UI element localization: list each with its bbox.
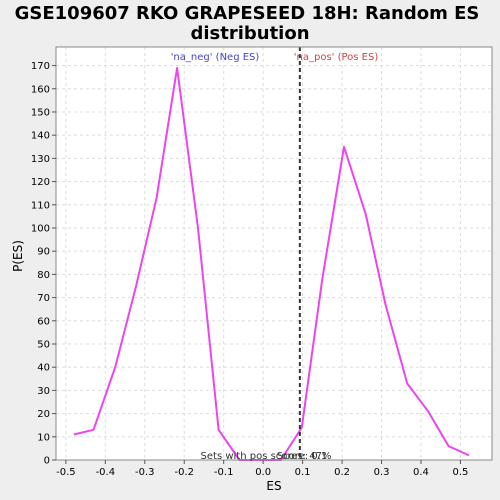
- x-axis-label: ES: [266, 479, 281, 493]
- chart-title-line1: GSE109607 RKO GRAPESEED 18H: Random ES: [15, 3, 480, 24]
- y-tick-label: 90: [37, 247, 50, 258]
- y-tick-label: 10: [37, 432, 50, 443]
- y-tick-label: 40: [37, 363, 50, 374]
- y-tick-label: 20: [37, 409, 50, 420]
- x-tick-label: 0.2: [334, 467, 350, 478]
- y-tick-label: 140: [31, 131, 50, 142]
- y-tick-label: 70: [37, 293, 50, 304]
- x-tick-label: -0.3: [135, 467, 155, 478]
- gridlines: [56, 47, 492, 461]
- chart-title-line2: distribution: [190, 23, 309, 44]
- x-tick-label: -0.5: [56, 467, 76, 478]
- y-tick-label: 170: [31, 61, 50, 72]
- footer-label: Sets with pos scores: 47%: [201, 451, 332, 462]
- x-tick-label: 0.3: [374, 467, 390, 478]
- x-tick-label: 0.5: [452, 467, 468, 478]
- y-tick-label: 150: [31, 107, 50, 118]
- y-axis-label: P(ES): [11, 240, 25, 272]
- y-tick-label: 0: [44, 456, 50, 467]
- x-axis-ticks: -0.5 -0.4 -0.3 -0.2 -0.1 0.0 0.1 0.2 0.3 0.4 0.5: [56, 460, 468, 478]
- y-tick-label: 100: [31, 223, 50, 234]
- x-tick-label: -0.4: [96, 467, 116, 478]
- score-label: Score: 0.1: [277, 451, 327, 462]
- x-tick-label: 0.1: [295, 467, 311, 478]
- y-tick-label: 120: [31, 177, 50, 188]
- plot-frame: [55, 46, 493, 461]
- x-tick-label: -0.2: [174, 467, 194, 478]
- y-tick-label: 30: [37, 386, 50, 397]
- x-tick-label: 0.4: [413, 467, 429, 478]
- y-tick-label: 80: [37, 270, 50, 281]
- y-tick-label: 50: [37, 339, 50, 350]
- y-tick-label: 110: [31, 200, 50, 211]
- y-tick-label: 130: [31, 154, 50, 165]
- x-tick-label: -0.1: [214, 467, 234, 478]
- y-tick-label: 160: [31, 84, 50, 95]
- pos-es-label: 'na_pos' (Pos ES): [294, 52, 379, 63]
- plot-area: [56, 47, 492, 460]
- neg-es-label: 'na_neg' (Neg ES): [171, 52, 260, 63]
- y-axis-ticks: 0 10 20 30 40 50 60 70 80 90 100 110 120 130 140 150 160…: [31, 61, 56, 467]
- y-tick-label: 60: [37, 316, 50, 327]
- x-tick-label: 0.0: [255, 467, 271, 478]
